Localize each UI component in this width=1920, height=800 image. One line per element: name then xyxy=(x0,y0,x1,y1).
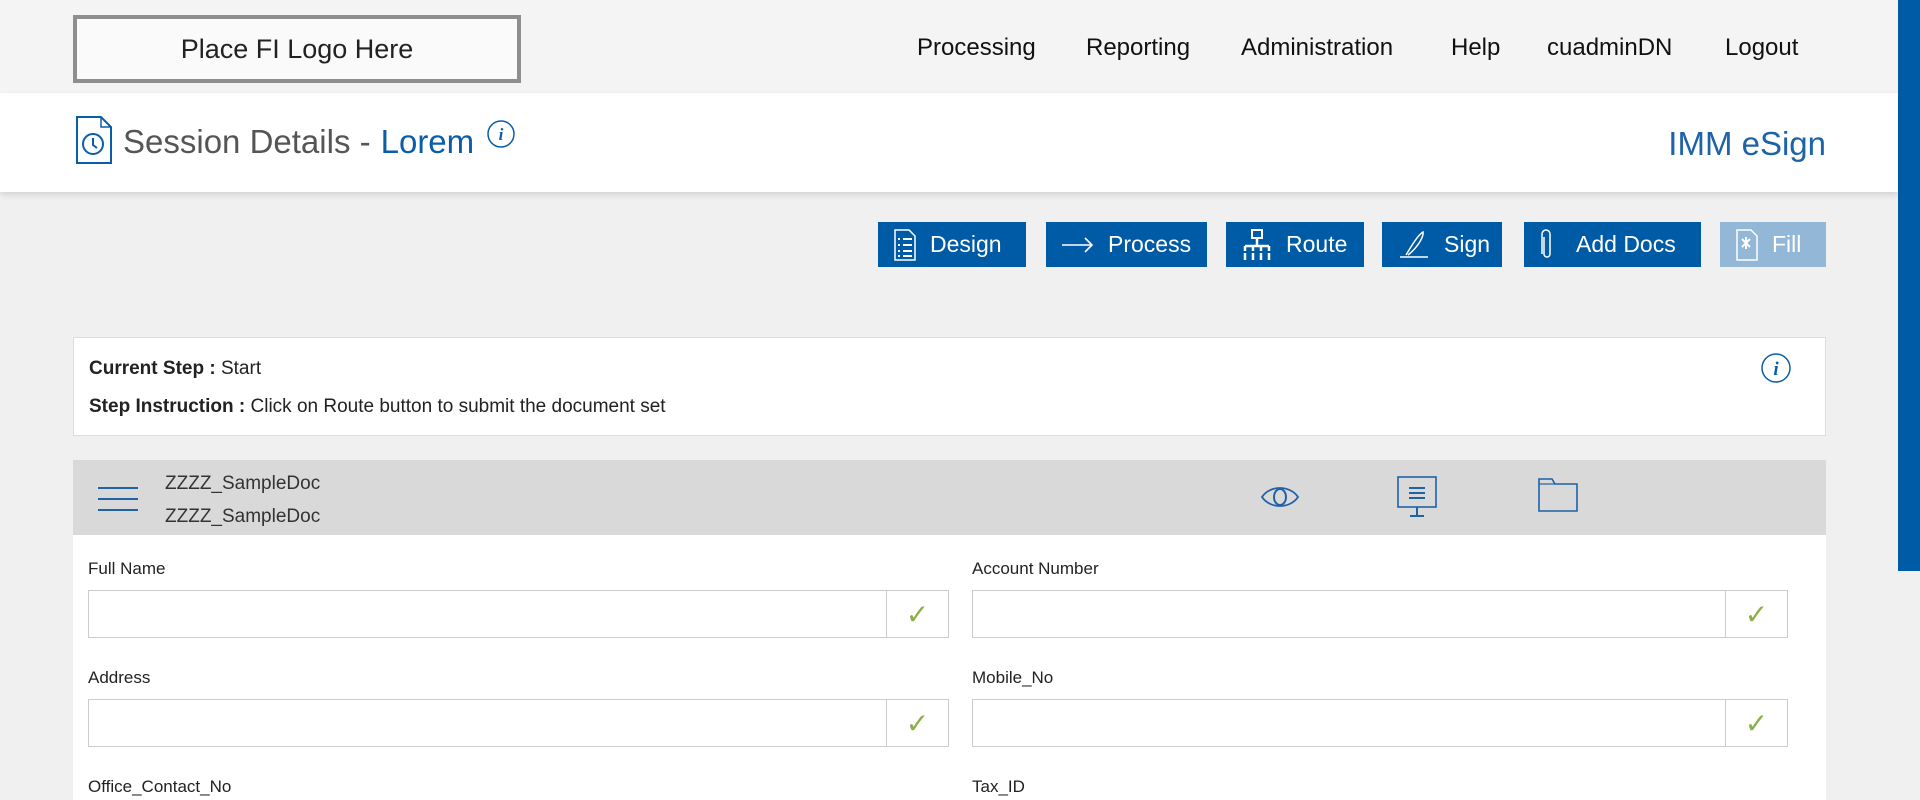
session-name: Lorem xyxy=(380,123,475,160)
document-header: ZZZZ_SampleDoc ZZZZ_SampleDoc xyxy=(73,460,1826,535)
page-header: Session Details - Lorem i IMM eSign xyxy=(0,93,1898,192)
nav-reporting[interactable]: Reporting xyxy=(1086,34,1191,61)
field-label-office-contact-no: Office_Contact_No xyxy=(88,777,232,796)
step-info-panel: Current Step : Start Step Instruction : … xyxy=(73,337,1826,436)
title-text: Session Details - xyxy=(123,123,371,160)
button-label: Add Docs xyxy=(1576,231,1676,257)
address-input[interactable] xyxy=(89,700,886,746)
step-instruction: Step Instruction : Click on Route button… xyxy=(89,396,666,418)
nav-logout[interactable]: Logout xyxy=(1725,34,1799,61)
mobile-no-field: ✓ xyxy=(972,699,1788,747)
design-button[interactable]: Design xyxy=(878,222,1026,267)
button-label: Fill xyxy=(1772,231,1802,257)
field-label-mobile-no: Mobile_No xyxy=(972,668,1054,687)
check-icon: ✓ xyxy=(1725,700,1787,746)
current-step-label: Current Step : xyxy=(89,358,216,379)
account-number-field: ✓ xyxy=(972,590,1788,638)
scrollbar[interactable] xyxy=(1898,0,1920,571)
process-button[interactable]: Process xyxy=(1046,222,1207,267)
fill-button[interactable]: Fill xyxy=(1720,222,1826,267)
step-instruction-label: Step Instruction : xyxy=(89,396,246,417)
field-label-full-name: Full Name xyxy=(88,559,166,578)
field-label-tax-id: Tax_ID xyxy=(972,777,1025,796)
sign-button[interactable]: Sign xyxy=(1382,222,1502,267)
menu-icon[interactable] xyxy=(98,486,138,512)
document-name: ZZZZ_SampleDoc xyxy=(165,473,321,494)
field-label-account-number: Account Number xyxy=(972,559,1099,578)
nav-help[interactable]: Help xyxy=(1451,34,1501,61)
nav-administration[interactable]: Administration xyxy=(1241,34,1394,61)
check-icon: ✓ xyxy=(886,591,948,637)
page-title: Session Details - Lorem xyxy=(123,123,474,161)
step-instruction-value: Click on Route button to submit the docu… xyxy=(250,396,666,417)
info-icon[interactable]: i xyxy=(1760,352,1792,384)
checklist-document-icon xyxy=(894,228,916,261)
paperclip-icon xyxy=(1541,228,1551,258)
nav-user[interactable]: cuadminDN xyxy=(1547,34,1673,61)
current-step-value: Start xyxy=(220,358,262,379)
form-panel: Full Name ✓ Account Number ✓ Address ✓ M… xyxy=(73,535,1826,800)
brand-name: IMM eSign xyxy=(1668,125,1826,162)
eye-icon[interactable] xyxy=(1260,482,1300,512)
button-label: Design xyxy=(930,231,1002,257)
nav-processing[interactable]: Processing xyxy=(917,34,1036,61)
address-field: ✓ xyxy=(88,699,949,747)
folder-icon[interactable] xyxy=(1538,478,1578,512)
svg-text:i: i xyxy=(499,125,504,144)
network-icon xyxy=(1243,228,1271,260)
arrow-right-icon xyxy=(1062,236,1094,253)
check-icon: ✓ xyxy=(1725,591,1787,637)
monitor-icon[interactable] xyxy=(1397,476,1437,518)
button-label: Route xyxy=(1286,231,1348,257)
top-bar: Place FI Logo Here Processing Reporting … xyxy=(0,0,1920,93)
logo-placeholder: Place FI Logo Here xyxy=(73,15,521,83)
document-wrench-icon xyxy=(1736,228,1758,261)
document-name-secondary: ZZZZ_SampleDoc xyxy=(165,506,321,527)
pen-icon xyxy=(1400,230,1428,258)
session-history-icon xyxy=(76,116,112,164)
button-label: Sign xyxy=(1444,231,1491,257)
full-name-field: ✓ xyxy=(88,590,949,638)
mobile-no-input[interactable] xyxy=(973,700,1725,746)
add-docs-button[interactable]: Add Docs xyxy=(1524,222,1701,267)
field-label-address: Address xyxy=(88,668,151,687)
info-icon[interactable]: i xyxy=(486,119,516,149)
svg-text:i: i xyxy=(1773,359,1779,380)
route-button[interactable]: Route xyxy=(1226,222,1364,267)
full-name-input[interactable] xyxy=(89,591,886,637)
button-label: Process xyxy=(1108,231,1192,257)
account-number-input[interactable] xyxy=(973,591,1725,637)
current-step: Current Step : Start xyxy=(89,358,261,380)
check-icon: ✓ xyxy=(886,700,948,746)
